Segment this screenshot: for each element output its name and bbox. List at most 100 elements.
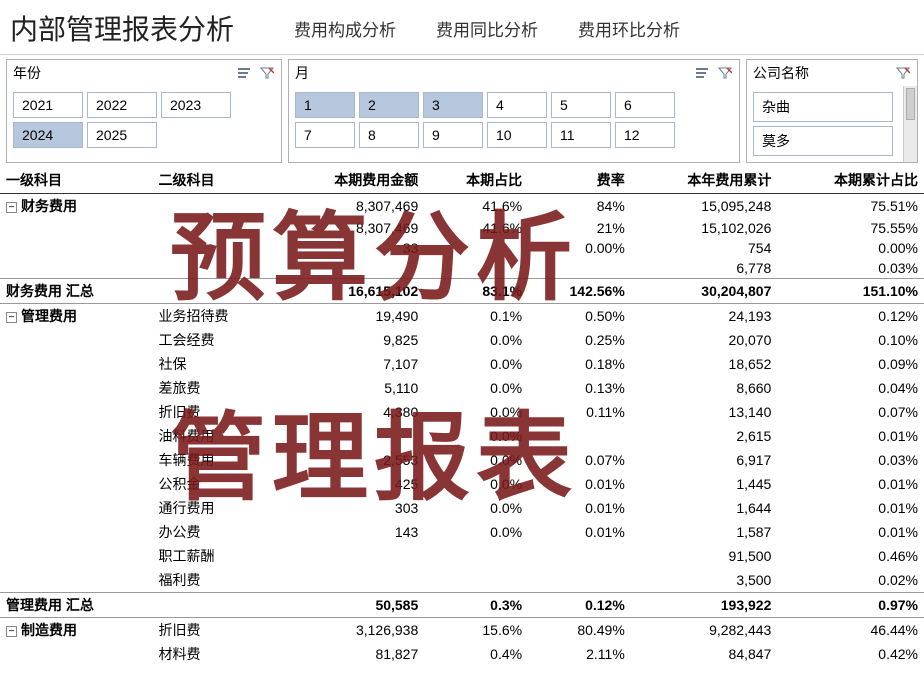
multiselect-icon[interactable]	[695, 66, 711, 80]
chip-2022[interactable]: 2022	[87, 92, 157, 118]
cell-pct: 41.6%	[424, 218, 528, 238]
cell-pct: 0.0%	[424, 376, 528, 400]
collapse-icon[interactable]: −	[6, 202, 17, 213]
cell-ypct: 0.04%	[777, 376, 924, 400]
chip-杂曲[interactable]: 杂曲	[753, 92, 893, 122]
cell-category	[0, 238, 153, 258]
chip-3[interactable]: 3	[423, 92, 483, 118]
cell-sub: 折旧费	[153, 618, 278, 643]
cell-ypct: 0.42%	[777, 642, 924, 666]
clear-filter-icon[interactable]	[717, 66, 733, 80]
cell-ypct: 0.09%	[777, 352, 924, 376]
cell-pct: 0.0%	[424, 352, 528, 376]
col-header[interactable]: 本期累计占比	[777, 167, 924, 194]
chip-12[interactable]: 12	[615, 122, 675, 148]
cell-sub: 社保	[153, 352, 278, 376]
chip-6[interactable]: 6	[615, 92, 675, 118]
collapse-icon[interactable]: −	[6, 312, 17, 323]
cell-sub	[153, 593, 278, 618]
table-row: 8,307,46941.6%21%15,102,02675.55%	[0, 218, 924, 238]
table-row: −财务费用8,307,46941.6%84%15,095,24875.51%	[0, 194, 924, 219]
company-scrollbar[interactable]	[903, 86, 917, 162]
chip-5[interactable]: 5	[551, 92, 611, 118]
cell-amount: 143	[278, 520, 425, 544]
cell-ypct: 0.03%	[777, 258, 924, 279]
cell-ytd: 3,500	[631, 568, 778, 593]
cell-category: −制造费用	[0, 618, 153, 643]
cell-ytd: 24,193	[631, 304, 778, 329]
cell-category	[0, 448, 153, 472]
cell-pct: 0.0%	[424, 424, 528, 448]
cell-ytd: 30,204,807	[631, 279, 778, 304]
cell-category	[0, 352, 153, 376]
chip-2023[interactable]: 2023	[161, 92, 231, 118]
clear-filter-icon[interactable]	[895, 66, 911, 80]
tab-mom[interactable]: 费用环比分析	[578, 16, 680, 41]
cell-rate: 0.50%	[528, 304, 631, 329]
chip-2[interactable]: 2	[359, 92, 419, 118]
cell-sub	[153, 218, 278, 238]
cell-amount: 3,126,938	[278, 618, 425, 643]
chip-10[interactable]: 10	[487, 122, 547, 148]
tab-yoy[interactable]: 费用同比分析	[436, 16, 538, 41]
chip-2024[interactable]: 2024	[13, 122, 83, 148]
cell-category	[0, 472, 153, 496]
cell-ypct: 0.01%	[777, 424, 924, 448]
cell-ypct: 0.03%	[777, 448, 924, 472]
chip-4[interactable]: 4	[487, 92, 547, 118]
cell-ytd: 1,445	[631, 472, 778, 496]
pivot-table: 一级科目二级科目本期费用金额本期占比费率本年费用累计本期累计占比 −财务费用8,…	[0, 167, 924, 666]
col-header[interactable]: 二级科目	[153, 167, 278, 194]
cell-category	[0, 496, 153, 520]
cell-ypct: 0.00%	[777, 238, 924, 258]
cell-category: 管理费用 汇总	[0, 593, 153, 618]
chip-1[interactable]: 1	[295, 92, 355, 118]
cell-sub: 职工薪酬	[153, 544, 278, 568]
analysis-tabs: 费用构成分析 费用同比分析 费用环比分析	[294, 16, 680, 41]
cell-rate: 0.00%	[528, 238, 631, 258]
cell-ypct: 0.12%	[777, 304, 924, 329]
col-header[interactable]: 费率	[528, 167, 631, 194]
clear-filter-icon[interactable]	[259, 66, 275, 80]
chip-9[interactable]: 9	[423, 122, 483, 148]
cell-ytd: 6,778	[631, 258, 778, 279]
col-header[interactable]: 本期占比	[424, 167, 528, 194]
cell-category: −财务费用	[0, 194, 153, 219]
cell-category	[0, 258, 153, 279]
cell-pct: 41.6%	[424, 194, 528, 219]
cell-ytd: 9,282,443	[631, 618, 778, 643]
collapse-icon[interactable]: −	[6, 626, 17, 637]
page-title: 内部管理报表分析	[10, 8, 234, 48]
tab-composition[interactable]: 费用构成分析	[294, 16, 396, 41]
slicer-month-label: 月	[295, 63, 309, 83]
cell-sub: 材料费	[153, 642, 278, 666]
table-row: 差旅费5,1100.0%0.13%8,6600.04%	[0, 376, 924, 400]
table-row: 办公费1430.0%0.01%1,5870.01%	[0, 520, 924, 544]
cell-amount: 303	[278, 496, 425, 520]
cell-amount: 8,307,469	[278, 218, 425, 238]
col-header[interactable]: 本年费用累计	[631, 167, 778, 194]
multiselect-icon[interactable]	[237, 66, 253, 80]
cell-ytd: 15,102,026	[631, 218, 778, 238]
cell-pct	[424, 258, 528, 279]
cell-category	[0, 328, 153, 352]
cell-rate: 21%	[528, 218, 631, 238]
chip-2021[interactable]: 2021	[13, 92, 83, 118]
col-header[interactable]: 本期费用金额	[278, 167, 425, 194]
col-header[interactable]: 一级科目	[0, 167, 153, 194]
cell-ytd: 8,660	[631, 376, 778, 400]
cell-sub: 车辆费用	[153, 448, 278, 472]
chip-8[interactable]: 8	[359, 122, 419, 148]
chip-莫多[interactable]: 莫多	[753, 126, 893, 156]
chip-2025[interactable]: 2025	[87, 122, 157, 148]
cell-pct: 0.0%	[424, 496, 528, 520]
cell-rate	[528, 258, 631, 279]
chip-7[interactable]: 7	[295, 122, 355, 148]
cell-sub: 办公费	[153, 520, 278, 544]
cell-pct: 0.0%	[424, 328, 528, 352]
cell-amount: 19,490	[278, 304, 425, 329]
chip-11[interactable]: 11	[551, 122, 611, 148]
cell-amount: 50,585	[278, 593, 425, 618]
table-row: 工会经费9,8250.0%0.25%20,0700.10%	[0, 328, 924, 352]
report-header: 内部管理报表分析 费用构成分析 费用同比分析 费用环比分析	[0, 0, 924, 55]
